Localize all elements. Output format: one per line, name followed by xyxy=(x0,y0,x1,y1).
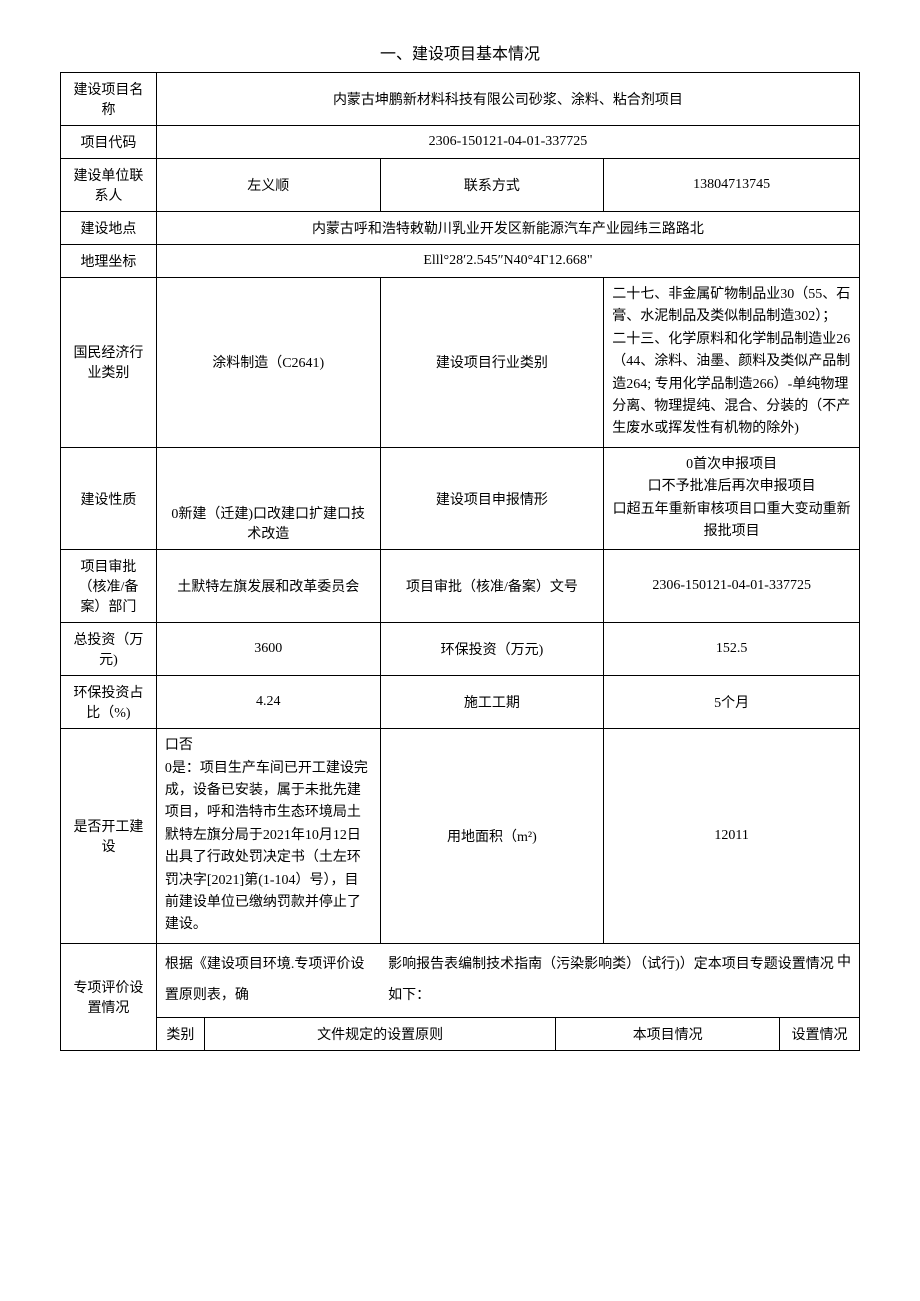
label-land-area: 用地面积（m²) xyxy=(380,729,604,944)
table-row: 建设性质 0新建（迁建)口改建口扩建口技术改造 建设项目申报情形 0首次申报项目… xyxy=(61,447,860,550)
value-project-name: 内蒙古坤鹏新材料科技有限公司砂浆、涂料、粘合剂项目 xyxy=(156,73,859,126)
label-contact-person: 建设单位联系人 xyxy=(61,159,157,212)
inner-header-principle: 文件规定的设置原则 xyxy=(204,1018,556,1051)
label-started: 是否开工建设 xyxy=(61,729,157,944)
label-env-investment: 环保投资（万元) xyxy=(380,623,604,676)
table-row: 项目审批（核准/备案）部门 土默特左旗发展和改革委员会 项目审批（核准/备案）文… xyxy=(61,550,860,623)
value-approval-number: 2306-150121-04-01-337725 xyxy=(604,550,860,623)
table-row: 专项评价设置情况 根据《建设项目环境.专项评价设置原则表，确 中 影响报告表编制… xyxy=(61,943,860,1018)
eval-text-left: 根据《建设项目环境.专项评价设置原则表，确 xyxy=(156,943,380,1018)
value-location: 内蒙古呼和浩特敕勒川乳业开发区新能源汽车产业园纬三路路北 xyxy=(156,212,859,245)
inner-header-category: 类别 xyxy=(156,1018,204,1051)
label-total-investment: 总投资（万元) xyxy=(61,623,157,676)
label-declare-type: 建设项目申报情形 xyxy=(380,447,604,550)
label-env-ratio: 环保投资占比（%) xyxy=(61,676,157,729)
section-title: 一、建设项目基本情况 xyxy=(60,40,860,64)
table-row: 建设地点 内蒙古呼和浩特敕勒川乳业开发区新能源汽车产业园纬三路路北 xyxy=(61,212,860,245)
label-project-name: 建设项目名称 xyxy=(61,73,157,126)
value-total-investment: 3600 xyxy=(156,623,380,676)
table-row: 建设项目名称 内蒙古坤鹏新材料科技有限公司砂浆、涂料、粘合剂项目 xyxy=(61,73,860,126)
label-coordinates: 地理坐标 xyxy=(61,245,157,278)
value-industry: 涂料制造（C2641) xyxy=(156,278,380,448)
label-special-eval: 专项评价设置情况 xyxy=(61,943,157,1051)
value-declare-type: 0首次申报项目 口不予批准后再次申报项目 口超五年重新审核项目口重大变动重新报批… xyxy=(604,447,860,550)
value-nature: 0新建（迁建)口改建口扩建口技术改造 xyxy=(156,447,380,550)
label-location: 建设地点 xyxy=(61,212,157,245)
float-char: 中 xyxy=(837,948,851,979)
value-env-investment: 152.5 xyxy=(604,623,860,676)
value-construction-period: 5个月 xyxy=(604,676,860,729)
label-industry: 国民经济行业类别 xyxy=(61,278,157,448)
table-row: 类别 文件规定的设置原则 本项目情况 设置情况 xyxy=(61,1018,860,1051)
eval-text-right-content: 影响报告表编制技术指南（污染影响类）（试行)）定本项目专题设置情况如下： xyxy=(388,957,834,1003)
value-project-industry: 二十七、非金属矿物制品业30（55、石膏、水泥制品及类似制品制造302）； 二十… xyxy=(604,278,860,448)
project-info-table: 建设项目名称 内蒙古坤鹏新材料科技有限公司砂浆、涂料、粘合剂项目 项目代码 23… xyxy=(60,72,860,1051)
value-contact-method: 13804713745 xyxy=(604,159,860,212)
table-row: 地理坐标 Elll°28′2.545″N40°4Γ12.668" xyxy=(61,245,860,278)
value-contact-person: 左义顺 xyxy=(156,159,380,212)
inner-header-situation: 本项目情况 xyxy=(556,1018,780,1051)
value-project-code: 2306-150121-04-01-337725 xyxy=(156,126,859,159)
label-construction-period: 施工工期 xyxy=(380,676,604,729)
value-approval-dept: 土默特左旗发展和改革委员会 xyxy=(156,550,380,623)
value-coordinates: Elll°28′2.545″N40°4Γ12.668" xyxy=(156,245,859,278)
value-started: 口否 0是：项目生产车间已开工建设完成，设备已安装，属于未批先建项目，呼和浩特市… xyxy=(156,729,380,944)
label-project-industry: 建设项目行业类别 xyxy=(380,278,604,448)
label-approval-dept: 项目审批（核准/备案）部门 xyxy=(61,550,157,623)
label-nature: 建设性质 xyxy=(61,447,157,550)
table-row: 是否开工建设 口否 0是：项目生产车间已开工建设完成，设备已安装，属于未批先建项… xyxy=(61,729,860,944)
value-env-ratio: 4.24 xyxy=(156,676,380,729)
table-row: 总投资（万元) 3600 环保投资（万元) 152.5 xyxy=(61,623,860,676)
label-project-code: 项目代码 xyxy=(61,126,157,159)
value-land-area: 12011 xyxy=(604,729,860,944)
label-approval-number: 项目审批（核准/备案）文号 xyxy=(380,550,604,623)
table-row: 建设单位联系人 左义顺 联系方式 13804713745 xyxy=(61,159,860,212)
table-row: 环保投资占比（%) 4.24 施工工期 5个月 xyxy=(61,676,860,729)
table-row: 国民经济行业类别 涂料制造（C2641) 建设项目行业类别 二十七、非金属矿物制… xyxy=(61,278,860,448)
eval-text-right: 中 影响报告表编制技术指南（污染影响类）（试行)）定本项目专题设置情况如下： xyxy=(380,943,859,1018)
table-row: 项目代码 2306-150121-04-01-337725 xyxy=(61,126,860,159)
label-contact-method: 联系方式 xyxy=(380,159,604,212)
inner-header-setting: 设置情况 xyxy=(780,1018,860,1051)
